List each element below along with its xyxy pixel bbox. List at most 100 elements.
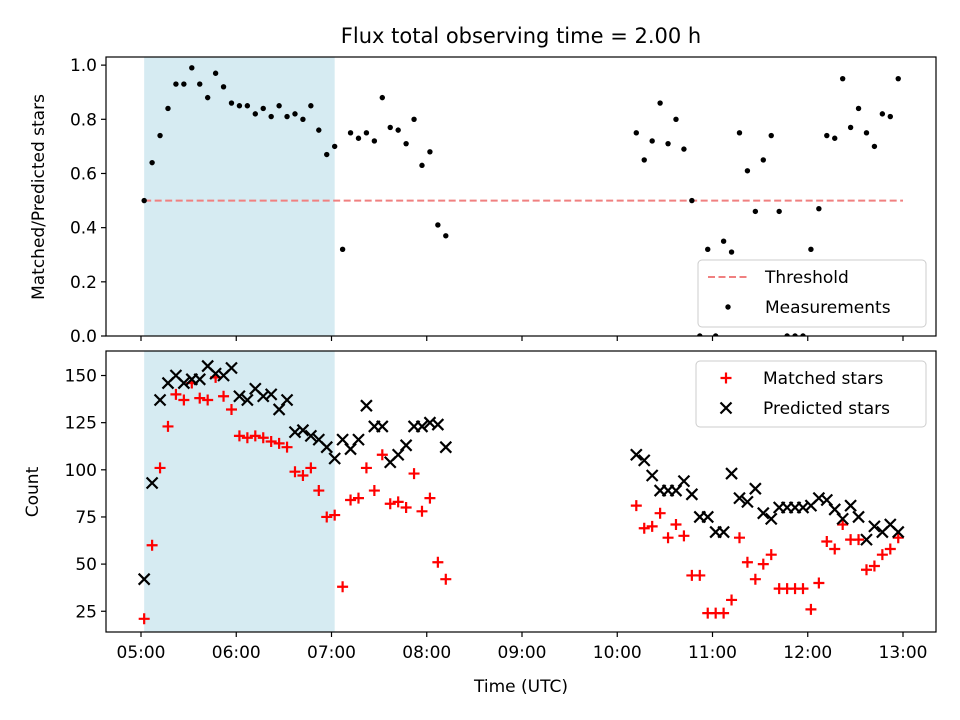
data-point (736, 130, 743, 136)
data-points (137, 359, 905, 625)
data-point (225, 403, 237, 415)
data-point (189, 65, 195, 71)
legend-marker (725, 304, 731, 310)
data-point (149, 159, 155, 166)
legend-marker (720, 372, 732, 384)
data-point (749, 482, 762, 495)
data-point (887, 113, 893, 120)
x-axis-label: Time (UTC) (473, 677, 568, 697)
data-point (218, 390, 230, 402)
data-point (376, 449, 388, 461)
data-point (431, 418, 445, 431)
data-point (813, 577, 825, 589)
data-point (673, 116, 679, 123)
series-measurements (141, 65, 901, 336)
data-point (352, 492, 364, 504)
data-point (273, 437, 285, 449)
data-point (439, 440, 453, 454)
data-point (165, 105, 171, 112)
x-tick-label: 06:00 (212, 643, 261, 663)
data-point (228, 100, 235, 106)
data-point (331, 143, 338, 150)
data-point (257, 432, 269, 444)
data-point (297, 469, 309, 481)
top-panel-y-axis-label: Matched/Predicted stars (29, 94, 49, 300)
data-point (884, 543, 896, 555)
data-point (424, 492, 436, 504)
data-point (241, 432, 253, 444)
data-point (220, 84, 227, 90)
data-point (363, 130, 370, 136)
data-point (415, 420, 429, 433)
y-tick-label: 25 (75, 602, 97, 622)
data-point (360, 399, 373, 412)
data-point (891, 525, 905, 539)
data-point (324, 151, 330, 158)
data-point (685, 488, 699, 501)
data-point (718, 607, 730, 619)
data-point (260, 105, 266, 112)
data-point (387, 124, 393, 131)
series-matched-stars (138, 371, 904, 625)
data-point (812, 491, 826, 505)
data-point (681, 146, 687, 152)
data-point (844, 499, 857, 512)
data-point (776, 208, 782, 215)
data-point (733, 532, 745, 544)
data-point (641, 157, 647, 163)
data-point (236, 103, 243, 109)
data-point (824, 132, 830, 139)
data-point (637, 454, 651, 467)
data-point (265, 436, 277, 448)
data-point (784, 333, 790, 336)
data-point (368, 485, 380, 497)
data-point (839, 75, 846, 82)
legend-label: Matched stars (763, 369, 883, 389)
data-point (296, 423, 310, 437)
shaded-interval (144, 351, 335, 632)
data-point (757, 558, 769, 570)
data-point (392, 496, 404, 508)
legend: Threshold Measurements (697, 259, 927, 328)
data-point (252, 111, 258, 117)
x-tick-label: 09:00 (498, 643, 547, 663)
data-point (411, 116, 417, 123)
data-point (879, 111, 886, 117)
data-point (154, 462, 166, 474)
data-point (741, 495, 754, 509)
data-point (233, 430, 245, 442)
data-point (646, 520, 658, 532)
data-point (339, 246, 346, 253)
data-point (821, 535, 833, 547)
data-point (281, 441, 293, 453)
data-point (264, 388, 278, 401)
y-tick-label: 150 (65, 367, 97, 387)
y-tick-label: 0.6 (70, 164, 97, 184)
data-point (720, 238, 727, 244)
data-point (379, 94, 385, 101)
data-point (805, 603, 817, 615)
data-point (360, 462, 372, 474)
data-point (403, 140, 409, 147)
data-point (816, 205, 822, 212)
data-point (435, 222, 441, 228)
data-point (662, 532, 674, 544)
legend-box (697, 259, 927, 328)
data-point (355, 135, 362, 141)
data-point (321, 511, 333, 523)
data-point (276, 103, 282, 109)
data-point (427, 149, 433, 155)
legend-label: Predicted stars (763, 399, 890, 419)
data-point (860, 533, 873, 546)
data-point (792, 333, 798, 336)
data-point (138, 613, 150, 625)
data-point (292, 111, 298, 117)
data-point (749, 573, 761, 585)
data-point (440, 573, 452, 585)
data-point (289, 466, 301, 478)
data-point (725, 467, 738, 480)
data-point (796, 501, 810, 514)
data-point (701, 510, 715, 524)
data-point (836, 512, 849, 526)
data-point (249, 430, 261, 442)
